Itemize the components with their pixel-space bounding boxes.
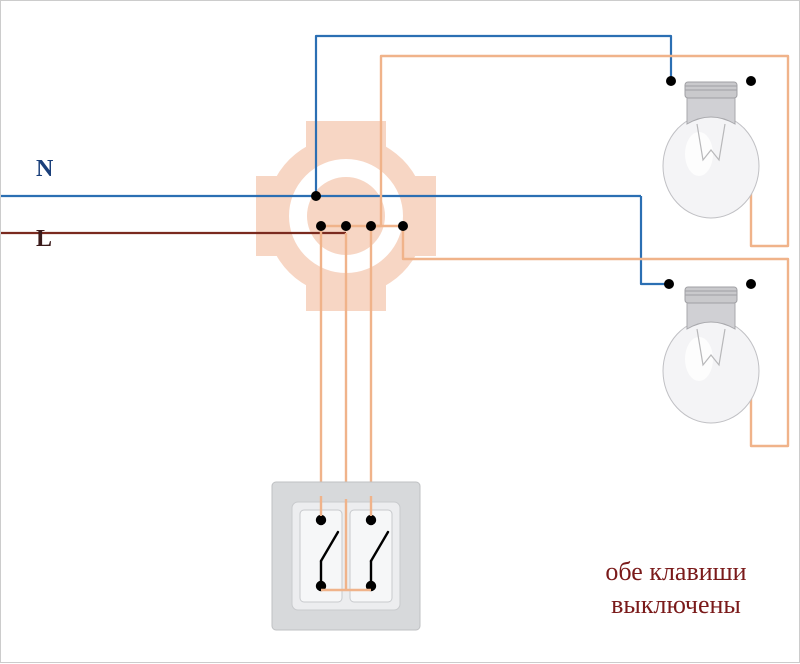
- wiring-diagram: N L обе клавиши выключены: [0, 0, 800, 663]
- bulb-2: [663, 287, 759, 423]
- bulb-1: [663, 82, 759, 218]
- neutral-label: N: [36, 156, 53, 183]
- caption-text: обе клавиши выключены: [561, 556, 791, 621]
- double-switch: [272, 482, 420, 630]
- live-label: L: [36, 226, 52, 253]
